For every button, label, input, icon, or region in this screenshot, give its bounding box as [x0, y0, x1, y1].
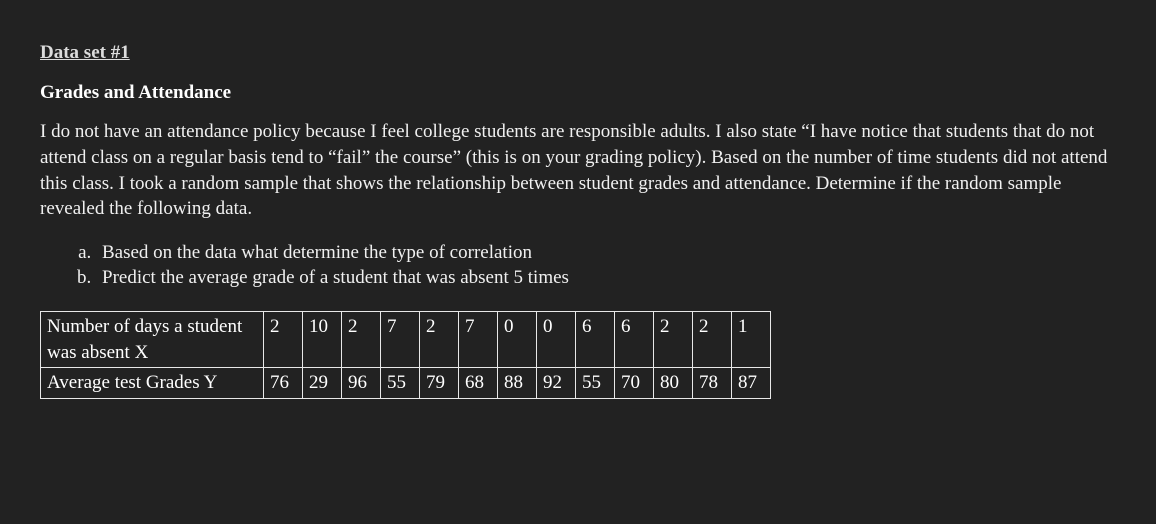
cell-x-12: 1	[732, 312, 771, 368]
question-b: Predict the average grade of a student t…	[96, 265, 1116, 291]
row-label-x: Number of days a student was absent X	[41, 312, 264, 368]
page-root: Data set #1 Grades and Attendance I do n…	[0, 0, 1156, 524]
question-a: Based on the data what determine the typ…	[96, 240, 1116, 266]
cell-y-11: 78	[693, 368, 732, 399]
cell-x-10: 2	[654, 312, 693, 368]
cell-y-8: 55	[576, 368, 615, 399]
cell-x-3: 7	[381, 312, 420, 368]
table-row: Average test Grades Y 76 29 96 55 79 68 …	[41, 368, 771, 399]
cell-x-11: 2	[693, 312, 732, 368]
cell-x-7: 0	[537, 312, 576, 368]
cell-x-9: 6	[615, 312, 654, 368]
cell-y-6: 88	[498, 368, 537, 399]
question-list: Based on the data what determine the typ…	[40, 240, 1116, 291]
cell-x-4: 2	[420, 312, 459, 368]
cell-y-3: 55	[381, 368, 420, 399]
dataset-subheading: Grades and Attendance	[40, 80, 1116, 106]
cell-y-5: 68	[459, 368, 498, 399]
cell-x-1: 10	[303, 312, 342, 368]
cell-y-1: 29	[303, 368, 342, 399]
data-table: Number of days a student was absent X 2 …	[40, 311, 771, 399]
cell-y-0: 76	[264, 368, 303, 399]
cell-x-6: 0	[498, 312, 537, 368]
cell-y-12: 87	[732, 368, 771, 399]
cell-y-2: 96	[342, 368, 381, 399]
cell-x-5: 7	[459, 312, 498, 368]
dataset-heading: Data set #1	[40, 40, 1116, 66]
table-row: Number of days a student was absent X 2 …	[41, 312, 771, 368]
cell-x-8: 6	[576, 312, 615, 368]
cell-x-2: 2	[342, 312, 381, 368]
cell-y-9: 70	[615, 368, 654, 399]
row-label-y: Average test Grades Y	[41, 368, 264, 399]
cell-y-10: 80	[654, 368, 693, 399]
cell-y-7: 92	[537, 368, 576, 399]
intro-paragraph: I do not have an attendance policy becau…	[40, 119, 1116, 222]
cell-x-0: 2	[264, 312, 303, 368]
cell-y-4: 79	[420, 368, 459, 399]
